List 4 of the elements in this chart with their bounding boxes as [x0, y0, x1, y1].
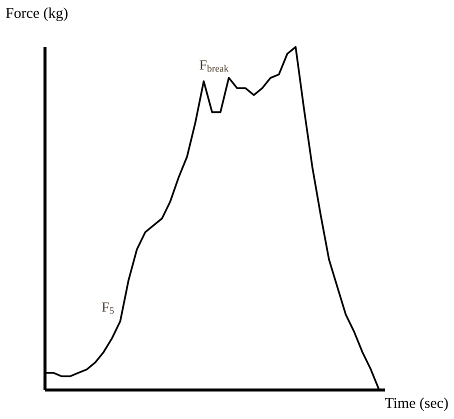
y-axis-title: Force (kg)	[6, 8, 68, 22]
x-axis-title: Time (sec)	[384, 398, 448, 412]
annotation: F$_{5}$	[102, 302, 114, 314]
annotation: F$_{break}$	[200, 60, 229, 72]
